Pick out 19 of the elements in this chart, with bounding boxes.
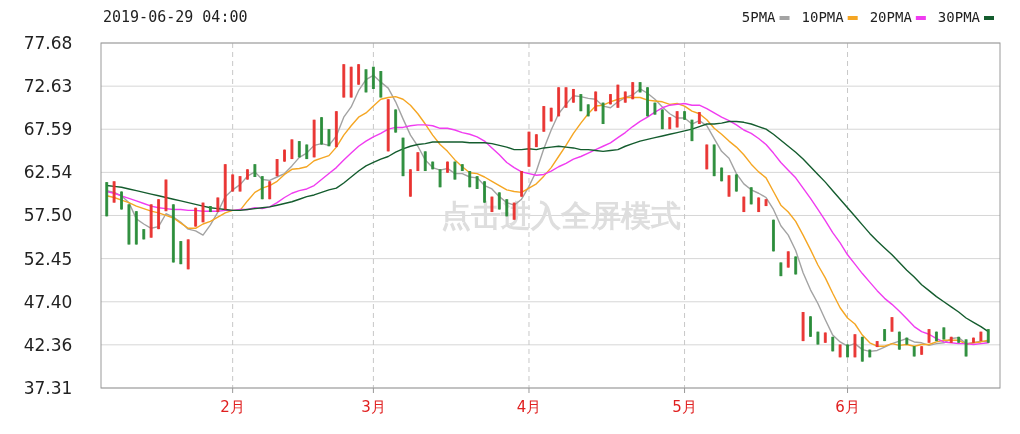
x-tick-label: 6月: [835, 398, 860, 416]
legend-label: 30PMA: [937, 9, 981, 25]
x-tick-label: 5月: [672, 398, 697, 416]
legend-label: 5PMA: [741, 9, 777, 25]
x-tick-label: 4月: [516, 398, 542, 416]
y-tick-label: 37.31: [23, 378, 73, 398]
y-tick-label: 47.40: [23, 291, 73, 312]
x-tick-label: 2月: [220, 398, 245, 416]
y-tick-label: 42.36: [23, 334, 73, 355]
legend-label: 20PMA: [869, 9, 913, 25]
y-tick-label: 57.50: [23, 205, 73, 226]
y-tick-label: 62.54: [23, 162, 73, 183]
y-tick-label: 67.59: [23, 119, 73, 140]
legend-label: 10PMA: [801, 9, 845, 25]
x-tick-label: 3月: [361, 398, 386, 416]
y-tick-label: 52.45: [23, 248, 73, 269]
y-tick-label: 72.63: [23, 76, 73, 97]
chart-title: 2019-06-29 04:00: [103, 8, 248, 26]
y-tick-label: 77.68: [23, 33, 73, 53]
